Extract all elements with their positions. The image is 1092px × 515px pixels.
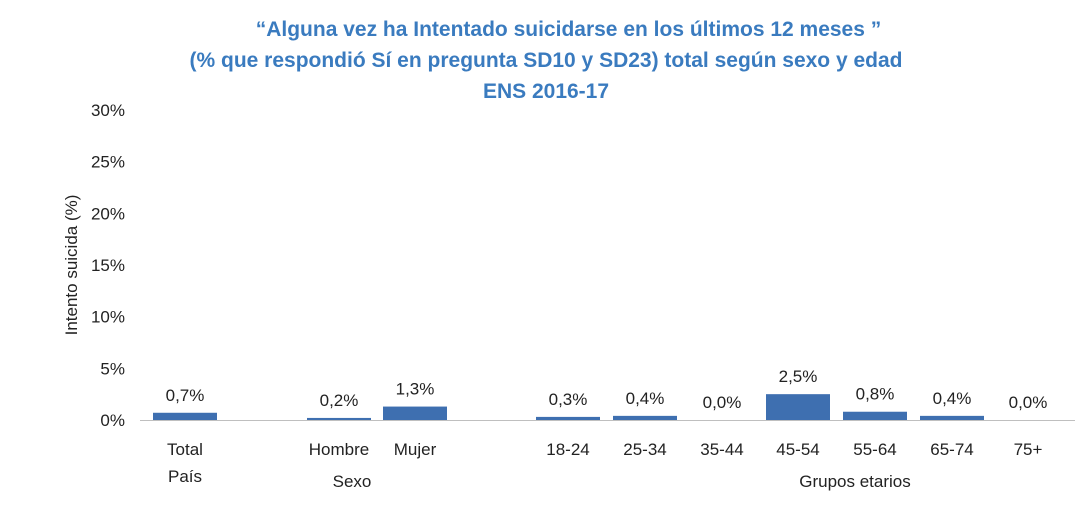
x-tick-label: 75+	[1014, 440, 1043, 459]
data-label: 0,7%	[166, 386, 205, 405]
data-label: 0,0%	[703, 393, 742, 412]
x-tick-label: Hombre	[309, 440, 369, 459]
data-label: 2,5%	[779, 367, 818, 386]
group-label: Sexo	[333, 472, 372, 491]
x-tick-label: 35-44	[700, 440, 743, 459]
bar	[383, 406, 447, 420]
x-tick-label: 65-74	[930, 440, 973, 459]
y-tick-label: 0%	[100, 411, 125, 430]
y-tick-label: 5%	[100, 359, 125, 378]
x-tick-label: Mujer	[394, 440, 437, 459]
y-tick-label: 30%	[91, 101, 125, 120]
data-label: 1,3%	[396, 380, 435, 399]
data-label: 0,0%	[1009, 393, 1048, 412]
y-tick-label: 25%	[91, 153, 125, 172]
data-label: 0,4%	[626, 389, 665, 408]
x-tick-label: 55-64	[853, 440, 896, 459]
bar	[307, 417, 371, 420]
bar	[613, 415, 677, 420]
x-tick-label: 18-24	[546, 440, 589, 459]
group-label: Grupos etarios	[799, 472, 911, 491]
chart-title: “Alguna vez ha Intentado suicidarse en l…	[0, 14, 1092, 107]
data-label: 0,8%	[856, 385, 895, 404]
x-tick-label: País	[168, 467, 202, 486]
chart-title-line-3: ENS 2016-17	[482, 80, 610, 103]
bar	[920, 415, 984, 420]
chart-title-line-1: “Alguna vez ha Intentado suicidarse en l…	[255, 18, 882, 41]
chart-title-line-2: (% que respondió Sí en pregunta SD10 y S…	[189, 49, 903, 72]
x-tick-label: 25-34	[623, 440, 666, 459]
y-tick-label: 10%	[91, 308, 125, 327]
x-tick-label: 45-54	[776, 440, 819, 459]
data-label: 0,2%	[320, 391, 359, 410]
bar	[153, 412, 217, 420]
x-tick-label: Total	[167, 440, 203, 459]
bar	[536, 416, 600, 420]
data-label: 0,3%	[549, 390, 588, 409]
y-tick-label: 20%	[91, 204, 125, 223]
data-label: 0,4%	[933, 389, 972, 408]
y-tick-label: 15%	[91, 256, 125, 275]
bar	[843, 411, 907, 420]
bar	[766, 394, 830, 420]
y-axis-title: Intento suicida (%)	[62, 195, 81, 336]
